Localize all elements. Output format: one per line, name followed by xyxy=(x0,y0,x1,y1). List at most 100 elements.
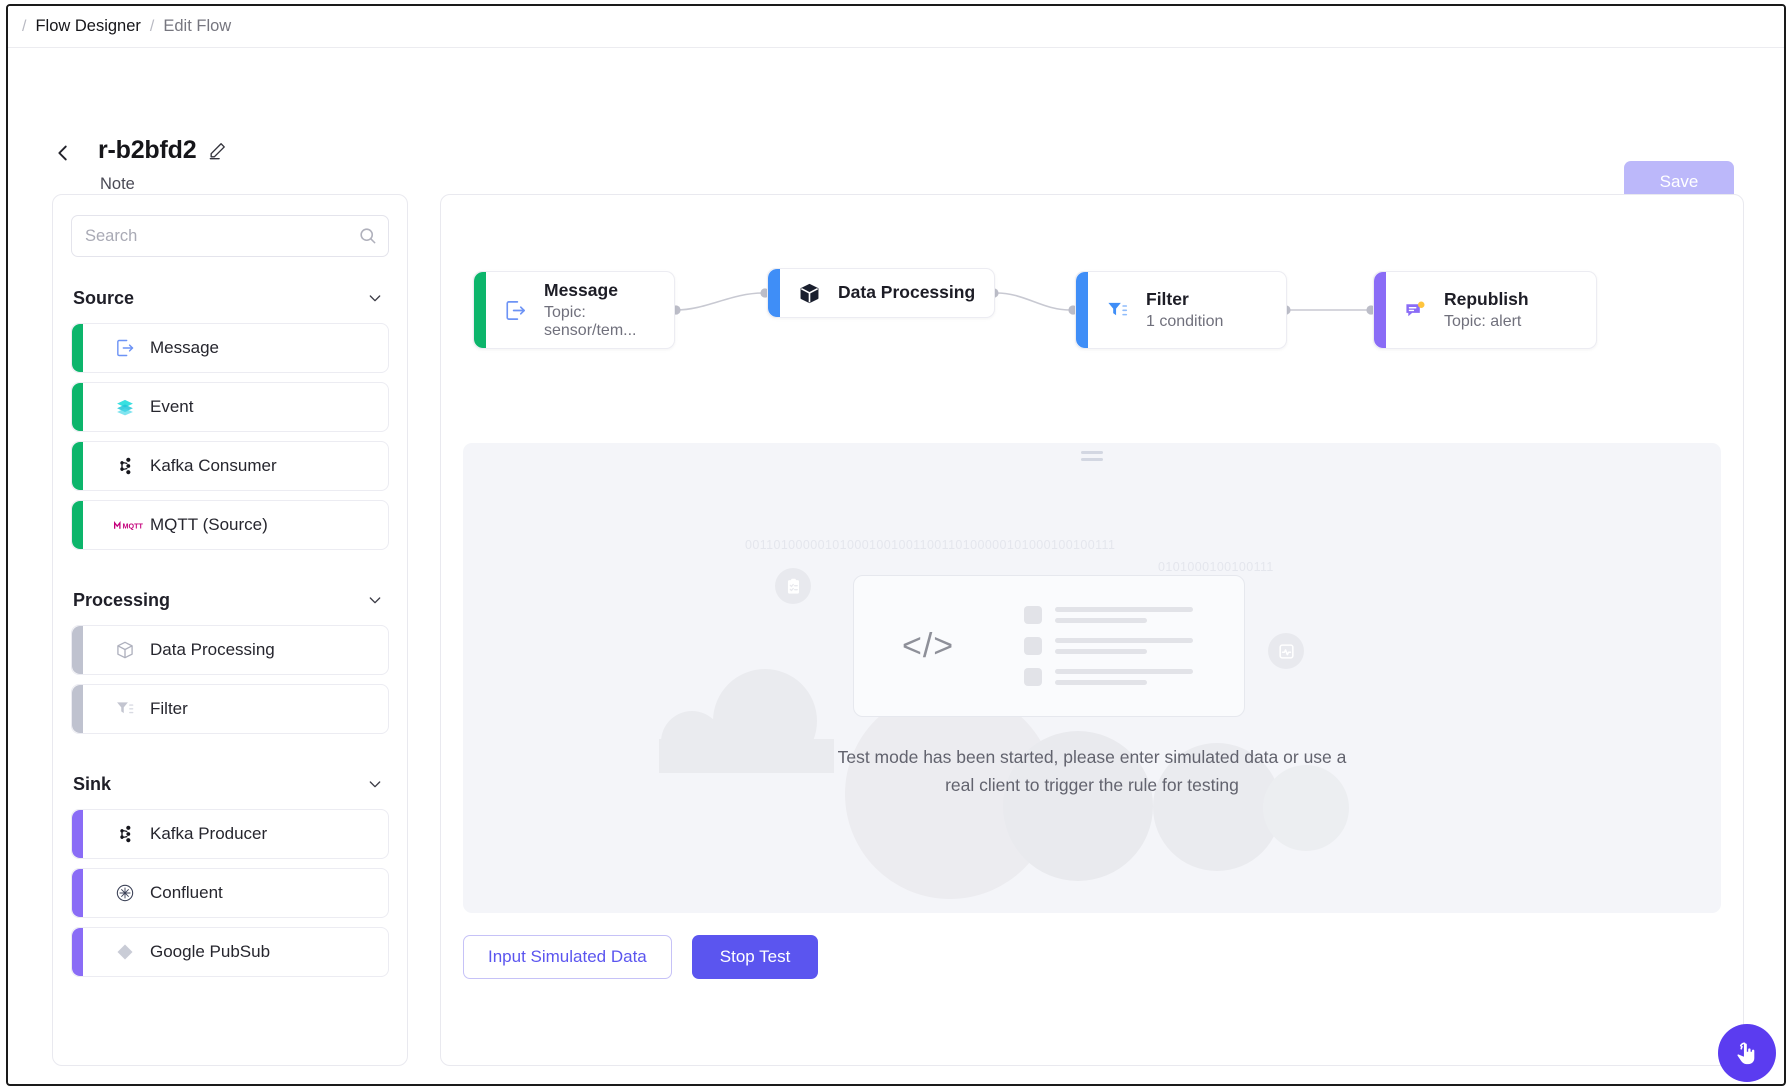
decorative-cloud-7 xyxy=(1263,765,1349,851)
breadcrumb: / Flow Designer / Edit Flow xyxy=(8,6,1784,48)
confluent-icon xyxy=(114,882,136,904)
svg-text:MQTT: MQTT xyxy=(123,521,144,530)
page-header: r-b2bfd2 Note Save xyxy=(8,48,1784,203)
decorative-cloud-6 xyxy=(1153,743,1281,871)
palette-item-accent-bar xyxy=(72,685,83,733)
flow-node-subtitle: 1 condition xyxy=(1146,313,1224,331)
flow-canvas[interactable]: Message Topic: sensor/tem... Da xyxy=(441,195,1743,445)
message-icon xyxy=(502,297,528,323)
kafka-icon xyxy=(114,823,136,845)
palette-item-accent-bar xyxy=(72,810,83,858)
illustration-row xyxy=(1024,637,1194,655)
pencil-icon[interactable] xyxy=(208,141,227,160)
page-title: r-b2bfd2 xyxy=(98,136,197,164)
test-footer-actions: Input Simulated Data Stop Test xyxy=(463,935,819,979)
code-glyph-icon: </> xyxy=(902,626,955,665)
mqtt-logo-icon: MQTT xyxy=(114,514,148,536)
palette-group-header-processing[interactable]: Processing xyxy=(71,585,389,615)
flow-node-republish[interactable]: Republish Topic: alert xyxy=(1373,271,1597,349)
flow-node-title: Message xyxy=(544,279,618,300)
flow-node-subtitle: Topic: alert xyxy=(1444,313,1522,331)
app-window: / Flow Designer / Edit Flow r-b2bfd2 Not… xyxy=(6,4,1786,1086)
flow-title-row: r-b2bfd2 xyxy=(98,136,227,165)
palette-item-label: Google PubSub xyxy=(150,942,271,961)
palette-item-accent-bar xyxy=(72,442,83,490)
search-wrapper xyxy=(71,215,389,257)
palette-item-kafka-producer[interactable]: Kafka Producer xyxy=(71,809,389,859)
palette-item-label: Data Processing xyxy=(150,640,275,659)
palette-item-message[interactable]: Message xyxy=(71,323,389,373)
flow-editor-main: Message Topic: sensor/tem... Da xyxy=(440,194,1744,1066)
illustration-row xyxy=(1024,606,1194,624)
palette-item-kafka-consumer[interactable]: Kafka Consumer xyxy=(71,441,389,491)
flow-node-subtitle: Topic: sensor/tem... xyxy=(544,304,637,340)
palette-group-title: Source xyxy=(73,287,135,308)
illustration-row xyxy=(1024,668,1194,686)
flow-node-filter[interactable]: Filter 1 condition xyxy=(1075,271,1287,349)
palette-item-accent-bar xyxy=(72,869,83,917)
flow-node-text: Message Topic: sensor/tem... xyxy=(544,280,674,341)
clipboard-check-icon xyxy=(775,568,811,604)
breadcrumb-item-flow-designer[interactable]: Flow Designer xyxy=(35,17,141,35)
flow-node-title: Filter xyxy=(1146,288,1189,309)
flow-node-data-processing[interactable]: Data Processing xyxy=(767,268,995,318)
palette-group-spacer xyxy=(71,559,389,585)
decorative-binary-text-1: 0011010000010100010010011001101000001010… xyxy=(745,538,1116,552)
palette-item-label: Confluent xyxy=(150,883,223,902)
breadcrumb-separator: / xyxy=(149,17,155,35)
palette-item-confluent[interactable]: Confluent xyxy=(71,868,389,918)
test-output-panel: 0011010000010100010010011001101000001010… xyxy=(463,443,1721,913)
empty-state-illustration-card: </> xyxy=(853,575,1252,724)
chevron-down-icon[interactable] xyxy=(367,290,383,306)
google-pubsub-icon xyxy=(114,941,136,963)
illustration-square xyxy=(1024,606,1043,624)
palette-item-google-pubsub[interactable]: Google PubSub xyxy=(71,927,389,977)
body-area: Source Message xyxy=(8,166,1784,1084)
palette-group-header-source[interactable]: Source xyxy=(71,283,389,313)
drag-handle-icon[interactable] xyxy=(1081,451,1103,465)
palette-item-event[interactable]: Event xyxy=(71,382,389,432)
illustration-placeholder-rows xyxy=(1024,606,1194,686)
breadcrumb-item-edit-flow[interactable]: Edit Flow xyxy=(163,17,232,35)
flow-note: Note xyxy=(100,175,135,193)
flow-node-message[interactable]: Message Topic: sensor/tem... xyxy=(473,271,675,349)
palette-group-spacer xyxy=(71,743,389,769)
illustration-lines xyxy=(1055,638,1194,654)
cube-icon xyxy=(114,639,136,661)
flow-node-accent-bar xyxy=(474,272,486,348)
back-button[interactable] xyxy=(52,142,74,164)
search-input[interactable] xyxy=(71,215,389,257)
cube-icon xyxy=(796,280,822,306)
message-icon xyxy=(114,337,136,359)
palette-item-label: Event xyxy=(150,397,194,416)
palette-item-accent-bar xyxy=(72,501,83,549)
decorative-binary-text-2: 0101000100100111 xyxy=(1158,560,1274,574)
illustration-square xyxy=(1024,668,1043,686)
breadcrumb-separator-leading: / xyxy=(22,17,27,35)
chevron-down-icon[interactable] xyxy=(367,776,383,792)
flow-node-text: Republish Topic: alert xyxy=(1444,289,1529,332)
palette-item-accent-bar xyxy=(72,383,83,431)
palette-group-title: Sink xyxy=(73,773,112,794)
palette-item-accent-bar xyxy=(72,626,83,674)
palette-item-accent-bar xyxy=(72,324,83,372)
hand-pointer-icon xyxy=(1718,1024,1776,1082)
palette-item-filter[interactable]: Filter xyxy=(71,684,389,734)
palette-group-header-sink[interactable]: Sink xyxy=(71,769,389,799)
flow-node-accent-bar xyxy=(1374,272,1386,348)
empty-state-message: Test mode has been started, please enter… xyxy=(837,747,1347,796)
node-palette-sidebar: Source Message xyxy=(52,194,408,1066)
palette-item-accent-bar xyxy=(72,928,83,976)
event-layers-icon xyxy=(114,396,136,418)
palette-item-data-processing[interactable]: Data Processing xyxy=(71,625,389,675)
stop-test-button[interactable]: Stop Test xyxy=(691,935,819,979)
chart-pulse-icon xyxy=(1268,633,1304,669)
kafka-icon xyxy=(114,455,136,477)
palette-group-title: Processing xyxy=(73,589,171,610)
flow-node-title: Data Processing xyxy=(838,282,976,303)
input-simulated-data-button[interactable]: Input Simulated Data xyxy=(463,935,672,979)
flow-node-text: Filter 1 condition xyxy=(1146,289,1223,332)
filter-icon xyxy=(114,698,136,720)
palette-item-mqtt-source[interactable]: MQTT MQTT (Source) xyxy=(71,500,389,550)
chevron-down-icon[interactable] xyxy=(367,592,383,608)
